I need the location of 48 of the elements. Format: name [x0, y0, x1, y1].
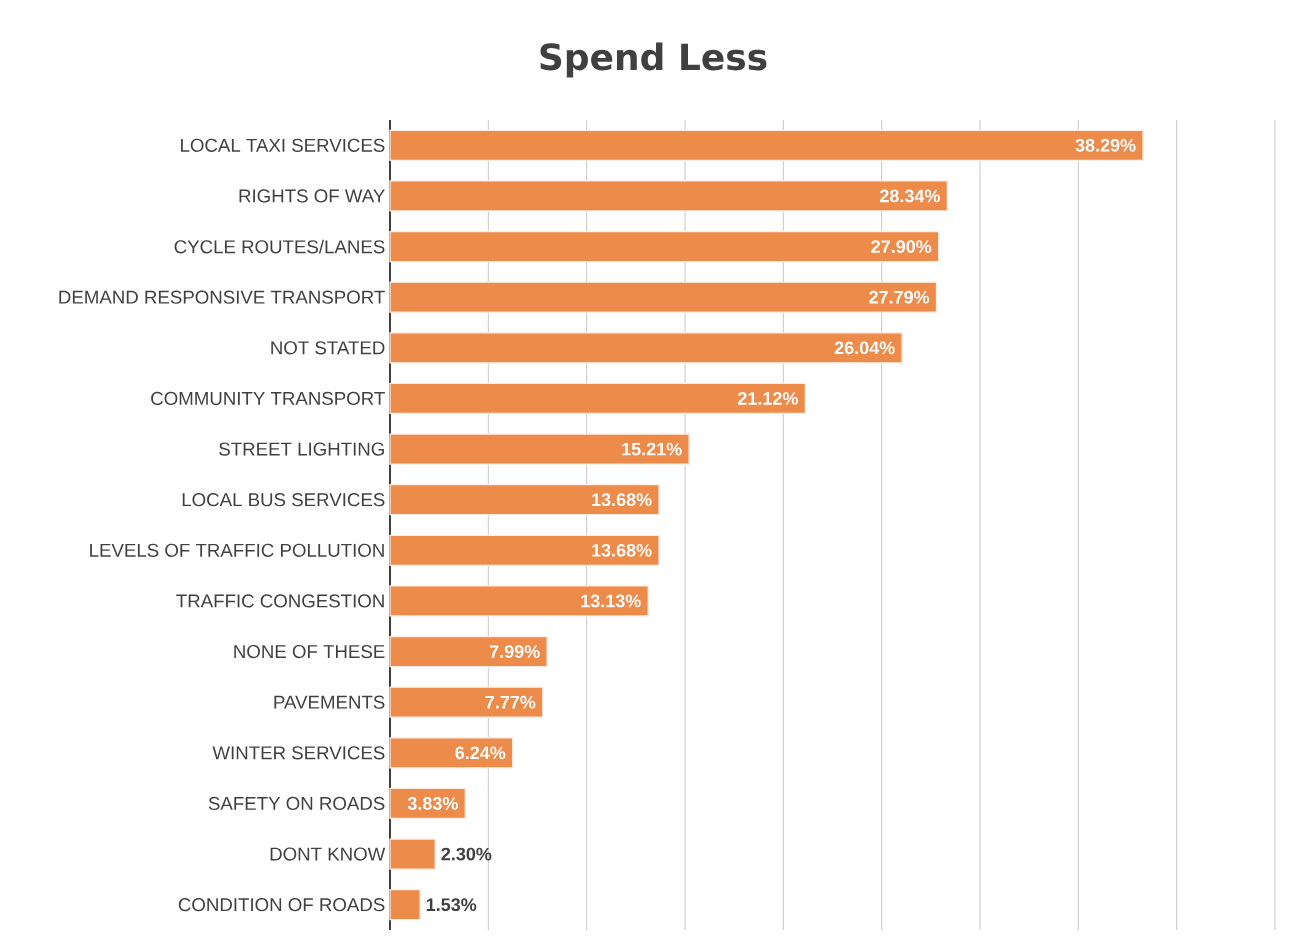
y-tick-label: NONE OF THESE — [234, 644, 385, 659]
data-label: 27.79% — [869, 290, 930, 304]
data-label: 27.90% — [871, 240, 932, 253]
y-tick-label: STREET LIGHTING — [219, 442, 384, 456]
y-tick-label: LOCAL TAXI SERVICES — [181, 138, 385, 152]
chart-title: Spend Less — [540, 42, 767, 78]
data-label: 21.12% — [738, 392, 798, 405]
bar — [389, 382, 807, 415]
data-label: 7.99% — [489, 645, 540, 658]
data-label: 13.68% — [592, 493, 652, 507]
data-label: 38.29% — [1075, 138, 1136, 152]
bar — [389, 889, 421, 921]
y-tick-label: RIGHTS OF WAY — [239, 189, 385, 203]
bar — [389, 737, 514, 769]
data-label: 7.77% — [485, 695, 536, 709]
data-label: 28.34% — [880, 189, 940, 203]
bar — [389, 230, 940, 263]
y-tick-label: CONDITION OF ROADS — [178, 898, 385, 912]
data-label: 15.21% — [622, 442, 682, 456]
bar — [389, 484, 660, 516]
data-label: 2.30% — [441, 847, 492, 861]
y-tick-label: COMMUNITY TRANSPORT — [151, 391, 385, 406]
bar — [389, 281, 938, 313]
data-label: 26.04% — [834, 341, 895, 355]
y-tick-label: DONT KNOW — [270, 847, 386, 861]
data-label: 13.68% — [592, 543, 652, 557]
bar — [389, 332, 903, 364]
bar — [389, 180, 949, 212]
bar — [389, 534, 660, 566]
data-label: 13.13% — [581, 594, 641, 608]
y-tick-label: PAVEMENTS — [274, 695, 385, 709]
bar — [389, 585, 649, 617]
y-tick-label: DEMAND RESPONSIVE TRANSPORT — [59, 290, 385, 304]
data-label: 6.24% — [455, 746, 506, 760]
y-tick-label: LOCAL BUS SERVICES — [182, 493, 385, 507]
bar — [389, 129, 1144, 161]
y-tick-label: WINTER SERVICES — [212, 746, 385, 760]
y-tick-label: SAFETY ON ROADS — [208, 796, 385, 811]
y-tick-label: LEVELS OF TRAFFIC POLLUTION — [90, 543, 384, 557]
bar — [389, 686, 544, 718]
y-tick-label: NOT STATED — [271, 341, 385, 355]
y-tick-label: CYCLE ROUTES/LANES — [174, 239, 385, 254]
bar — [389, 635, 548, 668]
bar — [389, 838, 436, 870]
data-label: 1.53% — [426, 898, 477, 912]
data-label: 3.83% — [407, 797, 458, 810]
y-tick-label: TRAFFIC CONGESTION — [176, 594, 384, 608]
bar — [389, 433, 690, 465]
